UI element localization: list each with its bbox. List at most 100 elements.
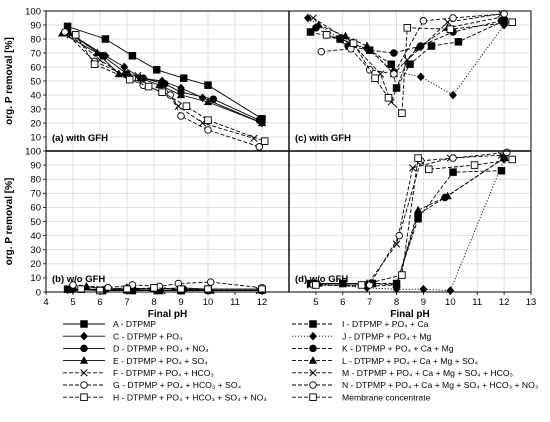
y-tick-label: 40 — [30, 90, 41, 101]
series-F — [66, 31, 258, 143]
series-line-I — [310, 170, 502, 284]
y-tick-label: 60 — [30, 62, 41, 73]
y-tick-label: 100 — [25, 6, 41, 17]
legend-marker — [309, 393, 317, 401]
legend-item-G: G - DTPMP + PO₄ + HCO₃ + SO₄ — [63, 380, 242, 390]
data-point-H — [204, 285, 212, 293]
x-tick-label: 9 — [178, 297, 183, 308]
data-point-N — [503, 148, 511, 157]
data-point-M — [443, 18, 452, 26]
legend-label: G - DTPMP + PO₄ + HCO₃ + SO₄ — [113, 380, 242, 390]
legend-label: C - DTPMP + PO₄ — [113, 331, 183, 341]
legend-label: K - DTPMP + PO₄ + Ca + Mg — [342, 344, 454, 354]
legend-item-M: M - DTPMP + PO₄ + Ca + Mg + SO₄ + HCO₃ — [292, 368, 514, 378]
data-point-G — [206, 278, 215, 286]
series-line-M — [310, 154, 502, 286]
x-tick-label: 8 — [151, 297, 156, 308]
panel-1: (b) w/o GFH — [45, 150, 290, 295]
data-point-H — [150, 284, 158, 292]
panel-label: (b) w/o GFH — [52, 274, 105, 285]
data-point-MC — [508, 155, 516, 164]
legend-item-J: J - DTPMP + PO₄ + Mg — [292, 331, 432, 341]
data-point-A — [152, 66, 161, 74]
data-point-E — [257, 118, 267, 127]
legend-label: I - DTPMP + PO₄ + Ca — [342, 319, 429, 329]
y-tick-label: 10 — [30, 132, 41, 143]
data-point-MC — [398, 109, 406, 117]
y-tick-label: 0 — [36, 287, 41, 298]
data-point-I — [497, 166, 506, 175]
data-point-F — [250, 134, 258, 143]
x-tick-label: 12 — [499, 297, 510, 308]
y-tick-label: 20 — [30, 118, 41, 129]
y-tick-label: 60 — [30, 203, 41, 214]
data-point-A — [101, 35, 110, 43]
data-point-H — [182, 102, 191, 110]
legend-item-A: A - DTPMP — [63, 319, 156, 329]
data-point-F — [117, 70, 126, 78]
legend-marker — [309, 369, 317, 377]
data-point-H — [77, 285, 85, 293]
data-point-D — [209, 95, 218, 103]
data-point-H — [71, 31, 80, 39]
panel-label: (d) w/o GFH — [295, 274, 348, 285]
series-line-L — [318, 157, 505, 286]
legend-item-H: H - DTPMP + PO₄ + HCO₃ + SO₄ + NO₃ — [63, 392, 267, 402]
series-line-E — [61, 33, 263, 124]
data-point-M — [309, 14, 317, 22]
legend-item-I: I - DTPMP + PO₄ + Ca — [292, 319, 429, 329]
data-point-E — [93, 48, 102, 57]
y-tick-label: 90 — [30, 160, 41, 171]
panel-label: (a) with GFH — [52, 133, 108, 144]
data-point-N — [390, 70, 398, 78]
data-point-G — [166, 91, 174, 99]
data-point-A — [128, 52, 137, 60]
legend-label: L - DTPMP + PO₄ + Ca + Mg + SO₄ — [342, 356, 478, 366]
data-point-G — [204, 126, 212, 134]
legend-marker — [80, 381, 88, 389]
data-point-G — [61, 28, 69, 36]
series-MC — [322, 18, 516, 117]
legend-marker — [309, 381, 317, 389]
data-point-G — [104, 284, 112, 292]
series-line-MC — [326, 21, 513, 115]
legend-label: E - DTPMP + PO₄ + SO₄ — [113, 356, 208, 366]
data-point-I — [406, 60, 414, 68]
y-tick-label: 80 — [30, 175, 41, 186]
data-point-MC — [384, 94, 393, 102]
data-point-H — [123, 285, 131, 293]
data-point-J — [449, 90, 457, 100]
data-point-L — [362, 41, 372, 50]
legend-label: Membrane concentrate — [342, 392, 431, 402]
x-tick-label: 10 — [203, 297, 214, 308]
legend-label: H - DTPMP + PO₄ + HCO₃ + SO₄ + NO₃ — [113, 392, 267, 402]
data-point-MC — [371, 74, 379, 82]
x-axis-title: Final pH — [148, 309, 187, 320]
panel-3: (d) w/o GFH — [288, 148, 532, 295]
data-point-E — [203, 97, 213, 106]
legend-item-E: E - DTPMP + PO₄ + SO₄ — [63, 356, 208, 366]
legend-label: J - DTPMP + PO₄ + Mg — [342, 331, 432, 341]
series-N — [317, 10, 508, 78]
legend-marker — [309, 344, 317, 353]
series-M — [306, 151, 506, 289]
data-point-N — [395, 231, 403, 240]
legend-label: F - DTPMP + PO₄ + HCO₃ — [113, 368, 214, 378]
y-tick-label: 30 — [30, 245, 41, 256]
y-tick-label: 20 — [30, 259, 41, 270]
y-tick-label: 90 — [30, 20, 41, 31]
x-tick-label: 13 — [526, 297, 537, 308]
panel-2: (c) with GFH — [288, 10, 532, 152]
data-point-MC — [398, 271, 406, 279]
data-point-MC — [322, 31, 331, 39]
legend-marker — [80, 393, 88, 401]
x-tick-label: 10 — [445, 297, 456, 308]
x-tick-label: 7 — [124, 297, 129, 308]
x-tick-label: 9 — [421, 297, 426, 308]
data-point-H — [260, 137, 269, 145]
y-tick-label: 100 — [25, 146, 41, 157]
data-point-MC — [403, 24, 412, 32]
data-point-I — [449, 168, 457, 176]
data-point-H — [90, 60, 99, 68]
